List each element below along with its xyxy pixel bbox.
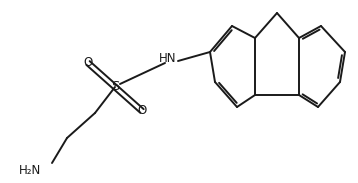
- Text: O: O: [83, 57, 93, 70]
- Text: O: O: [137, 104, 147, 117]
- Text: H₂N: H₂N: [19, 163, 41, 176]
- Text: S: S: [111, 81, 119, 94]
- Text: HN: HN: [159, 51, 177, 64]
